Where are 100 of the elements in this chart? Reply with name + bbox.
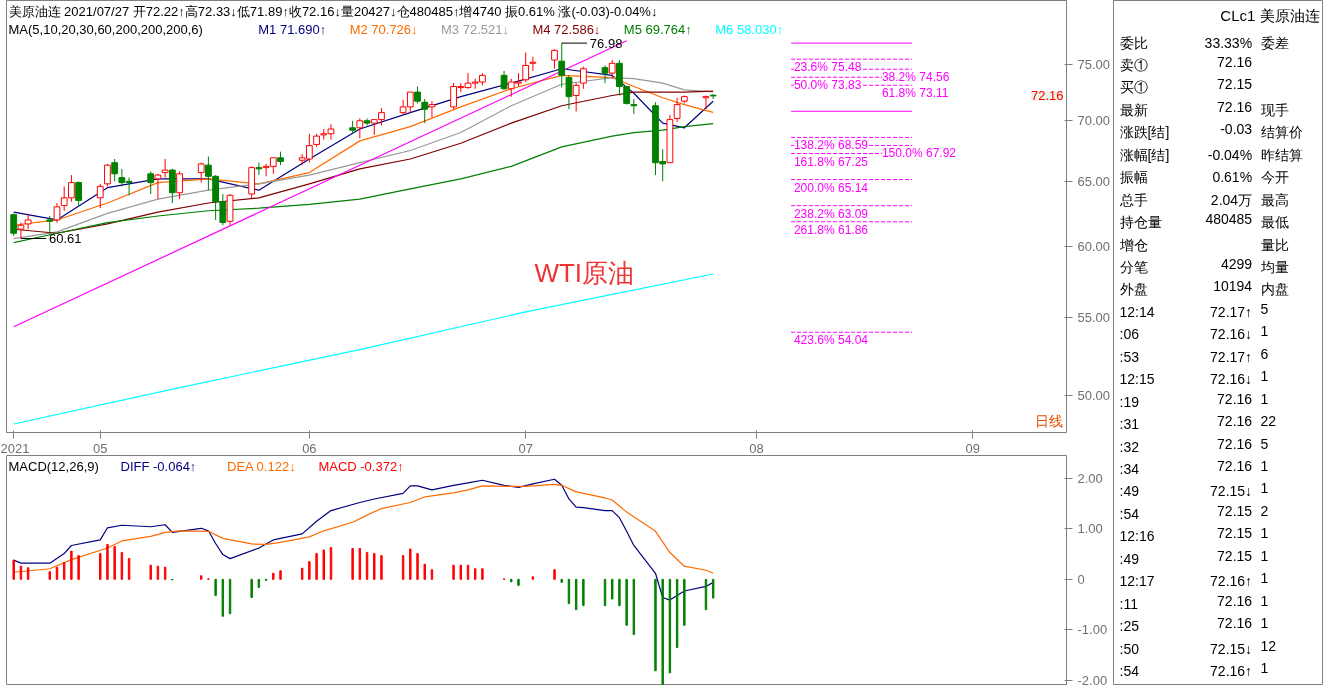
text: M6 58.030↑ bbox=[715, 21, 784, 37]
candlestick bbox=[522, 52, 530, 83]
x-tick-label: 2021 bbox=[0, 440, 30, 456]
y-tick-label: -2.00 bbox=[1077, 672, 1108, 685]
text: MACD -0.372↑ bbox=[318, 458, 404, 474]
candlestick bbox=[24, 214, 32, 230]
candlestick bbox=[46, 215, 54, 236]
y-tick-label: -1.00 bbox=[1077, 622, 1108, 638]
text: 12:15 72.16↓ 1 bbox=[1119, 368, 1269, 388]
candlestick bbox=[421, 98, 429, 124]
line-series bbox=[13, 478, 714, 601]
annotation: 72.16 bbox=[1030, 88, 1064, 104]
text: :53 72.17↑ 6 bbox=[1119, 345, 1269, 365]
text: :54 72.15 2 bbox=[1119, 502, 1269, 522]
text: M2 70.726↓ bbox=[349, 21, 418, 37]
ref-line-label: 38.2% 74.56 bbox=[881, 70, 950, 85]
text: 增仓 量比 bbox=[1119, 236, 1289, 253]
annotation: WTI原油 bbox=[534, 257, 635, 288]
y-tick-label: 55.00 bbox=[1077, 310, 1111, 326]
x-tick-label: 07 bbox=[518, 440, 533, 456]
text: 涨跌[结] -0.03 结算价 bbox=[1119, 121, 1303, 141]
text: 买① 72.15 bbox=[1119, 76, 1253, 96]
text: DEA 0.122↓ bbox=[227, 458, 296, 474]
candlestick bbox=[161, 158, 169, 179]
annotation: 日线 bbox=[1034, 412, 1063, 429]
y-tick-label: 1.00 bbox=[1077, 521, 1103, 537]
candlestick bbox=[53, 202, 61, 224]
text: 最新 72.16 现手 bbox=[1119, 98, 1289, 118]
y-tick-label: 50.00 bbox=[1077, 388, 1111, 404]
y-tick-label: 2.00 bbox=[1077, 470, 1103, 486]
chart-title: 美原油连 2021/07/27 开72.22↑高72.33↓低71.89↑收72.16↓量20427↓仓480485↑增4740 振0.61% 涨(-0.03)-0.04%↓ bbox=[8, 3, 658, 19]
candlestick bbox=[601, 64, 609, 84]
text: :25 72.16 1 bbox=[1119, 615, 1269, 635]
text: 总手 2.04万 最高 bbox=[1119, 191, 1289, 208]
annotation: 76.98 bbox=[589, 35, 623, 51]
text: :06 72.16↓ 1 bbox=[1119, 323, 1269, 343]
text: 涨幅[结] -0.04% 昨结算 bbox=[1119, 146, 1303, 163]
candlestick bbox=[428, 100, 436, 118]
candlestick bbox=[147, 170, 155, 195]
text: 12:16 72.15 1 bbox=[1119, 525, 1269, 545]
x-tick-label: 06 bbox=[302, 440, 317, 456]
annotation: 60.61 bbox=[49, 230, 82, 246]
text: :19 72.16 1 bbox=[1119, 390, 1269, 410]
ref-line-label: 150.0% 67.92 bbox=[881, 146, 957, 161]
ref-line-label: 138.2% 68.59 bbox=[793, 138, 869, 153]
text: 分笔 4299 均量 bbox=[1119, 255, 1289, 275]
text: :34 72.16 1 bbox=[1119, 458, 1269, 478]
line-series bbox=[13, 483, 714, 574]
candlestick bbox=[154, 173, 162, 200]
y-tick-label: 75.00 bbox=[1077, 56, 1111, 72]
candlestick bbox=[10, 212, 18, 237]
text: :31 72.16 22 bbox=[1119, 413, 1277, 433]
text: 12:14 72.17↑ 5 bbox=[1119, 300, 1269, 320]
ref-line-label: 261.8% 61.86 bbox=[793, 222, 869, 237]
ref-line-label: 161.8% 67.25 bbox=[793, 154, 869, 169]
candlestick bbox=[75, 180, 82, 207]
ref-line-label: 423.6% 54.04 bbox=[793, 333, 869, 348]
y-tick-label: 65.00 bbox=[1077, 173, 1111, 189]
candlestick bbox=[608, 59, 616, 80]
text: 外盘 10194 内盘 bbox=[1119, 278, 1289, 298]
text: 12:17 72.16↑ 1 bbox=[1119, 570, 1269, 590]
text: DIFF -0.064↑ bbox=[120, 458, 197, 474]
legend-title: MA(5,10,20,30,60,200,200,200,6) bbox=[8, 21, 203, 37]
candlestick bbox=[111, 158, 119, 182]
text: 振幅 0.61% 今开 bbox=[1119, 169, 1289, 186]
candlestick bbox=[565, 74, 573, 110]
candlestick bbox=[551, 48, 558, 70]
x-tick-label: 09 bbox=[965, 440, 980, 456]
text: :11 72.16 1 bbox=[1119, 592, 1269, 612]
text: :49 72.15↓ 1 bbox=[1119, 480, 1269, 500]
candlestick bbox=[255, 162, 263, 176]
ref-line-label: 61.8% 73.11 bbox=[881, 86, 949, 101]
candlestick bbox=[529, 56, 537, 72]
candlestick bbox=[96, 183, 104, 209]
y-tick-label: 70.00 bbox=[1077, 113, 1111, 129]
text: M1 71.690↑ bbox=[258, 21, 327, 37]
y-tick-label: 0 bbox=[1077, 571, 1085, 587]
candlestick bbox=[168, 168, 176, 204]
x-tick-label: 05 bbox=[93, 440, 108, 456]
text: M3 72.521↓ bbox=[441, 21, 509, 37]
ref-line-label: 238.2% 63.09 bbox=[793, 206, 869, 221]
candlestick bbox=[104, 163, 111, 187]
candlestick bbox=[579, 66, 587, 90]
chart-title: MACD(12,26,9) bbox=[8, 458, 99, 474]
candlestick bbox=[572, 82, 580, 112]
ref-line-label: 23.6% 75.48 bbox=[793, 60, 862, 75]
candlestick bbox=[673, 97, 681, 123]
text: 委比 33.33% 委差 bbox=[1119, 34, 1289, 51]
text: :54 72.16↑ 1 bbox=[1119, 660, 1269, 680]
x-tick-label: 08 bbox=[749, 440, 764, 456]
candlestick bbox=[356, 117, 364, 139]
y-tick-label: 60.00 bbox=[1077, 239, 1111, 255]
candlestick bbox=[176, 170, 183, 200]
candlestick bbox=[17, 222, 25, 239]
text: 卖① 72.16 bbox=[1119, 53, 1253, 73]
text: :32 72.16 5 bbox=[1119, 435, 1269, 455]
text: CLc1 美原油连 bbox=[1220, 6, 1320, 24]
text: M5 69.764↑ bbox=[623, 21, 692, 37]
candlestick bbox=[702, 94, 710, 110]
ref-line-label: 50.0% 73.83 bbox=[793, 78, 862, 93]
